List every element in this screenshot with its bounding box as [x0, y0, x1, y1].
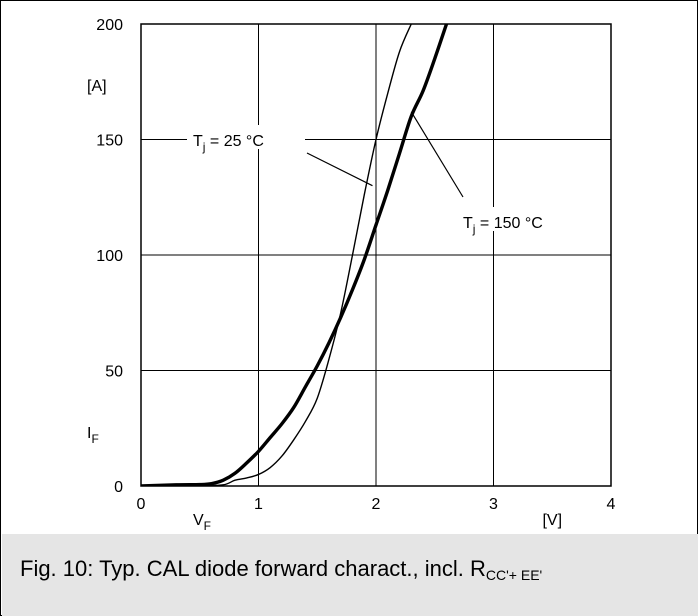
tick-labels: 0 1 2 3 4 0 50 100 150 200 VF [V] IF [A] — [87, 17, 616, 533]
plot-area-border — [140, 23, 612, 487]
annotation-tj-25: Tj = 25 °C — [193, 133, 264, 154]
y-axis-unit: [A] — [87, 78, 107, 95]
annotation-bg-25 — [187, 125, 305, 149]
series-line-1 — [141, 24, 449, 486]
x-axis-unit: [V] — [542, 512, 562, 529]
annotation-bg-150 — [459, 207, 571, 231]
x-axis-label: VF — [193, 512, 211, 533]
figure-caption: Fig. 10: Typ. CAL diode forward charact.… — [20, 556, 542, 583]
caption-box: Fig. 10: Typ. CAL diode forward charact.… — [2, 534, 698, 616]
y-tick-label-0: 0 — [114, 479, 123, 496]
y-tick-label-150: 150 — [96, 133, 123, 150]
x-tick-label-1: 1 — [254, 496, 263, 513]
y-axis-label: IF — [87, 425, 99, 446]
series-line-0 — [141, 24, 412, 486]
y-tick-label-50: 50 — [105, 364, 123, 381]
leader-line-25 — [306, 152, 373, 187]
x-tick-label-2: 2 — [372, 496, 381, 513]
annotation-tj-150: Tj = 150 °C — [463, 215, 543, 236]
leader-line-150 — [410, 111, 464, 198]
y-tick-label-200: 200 — [96, 17, 123, 34]
x-tick-label-3: 3 — [489, 496, 498, 513]
grid — [141, 24, 611, 486]
series-layer — [141, 24, 449, 486]
annotations: Tj = 25 °C Tj = 150 °C — [187, 111, 571, 236]
x-tick-label-0: 0 — [137, 496, 146, 513]
caption-text: Fig. 10: Typ. CAL diode forward charact.… — [20, 556, 486, 581]
caption-subscript: CC'+ EE' — [485, 567, 543, 583]
x-tick-label-4: 4 — [607, 496, 616, 513]
y-tick-label-100: 100 — [96, 248, 123, 265]
